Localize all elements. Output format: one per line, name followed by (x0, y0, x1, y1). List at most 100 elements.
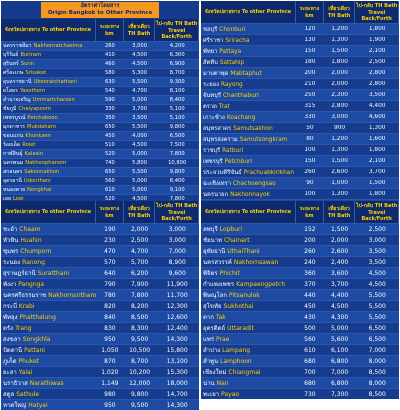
round-trip-fare: 6,500 (169, 133, 185, 139)
header-text: จังหวัดปลายทาง To other Province (4, 27, 92, 33)
table-row: สุราษฎร์ธานี Suratthani 640 6,200 9,600 (1, 267, 199, 278)
one-way-fare: 7,000 (330, 368, 349, 376)
distance: 100 (304, 147, 316, 153)
table-row: กำแพงเพชร Kampaengpetch 370 3,700 4,500 (201, 278, 399, 289)
table-row: อุดรธานี Udonthani 560 5,000 8,400 (1, 176, 199, 185)
round-trip-fare: 6,900 (169, 61, 185, 67)
province-cell: อำนาจเจริญ Ummartcharoen (1, 96, 96, 104)
round-trip-fare: 4,200 (169, 43, 185, 49)
province-cell: ชลบุรี Chonburi (201, 24, 296, 34)
distance: 630 (104, 79, 115, 85)
one-way-fare: 1,200 (331, 136, 348, 142)
header-text: เที่ยวเดียว (128, 206, 150, 212)
one-way-fare: 2,000 (330, 236, 349, 244)
header-cell: เที่ยวเดียว TH Bath (324, 201, 356, 223)
table-row: พัทยา Pattaya 150 1,500 2,100 (201, 45, 399, 56)
province-cell: ลำปาง Lampang (201, 345, 296, 355)
province-english: Chainart (224, 237, 250, 244)
header-text: Travel Back/Forth (161, 210, 192, 222)
province-thai: อุตรดิตถ์ (203, 325, 226, 332)
province-thai: เกาะช้าง (203, 115, 225, 121)
province-thai: พิษณุโลก (203, 292, 228, 299)
one-way-fare: 4,500 (132, 196, 148, 202)
province-thai: จันทบุรี (203, 93, 221, 99)
round-trip-fare: 8,500 (368, 390, 386, 398)
table-row: พัทลุง Phatthalung 840 8,500 12,600 (1, 311, 199, 322)
province-cell: สุราษฎร์ธานี Suratthani (1, 268, 96, 278)
one-way-fare: 4,700 (132, 88, 148, 94)
province-cell: ฉะเชิงเทรา Chachoengsao (201, 178, 296, 188)
province-english: Samutsakhon (233, 126, 273, 132)
province-cell: เพชรบูรณ์ Petchaboon (1, 114, 96, 122)
province-cell: ชัยภูมิ Chaiyapoom (1, 105, 96, 113)
round-trip-fare: 8,100 (169, 88, 185, 94)
province-cell: น่าน Nan (201, 378, 296, 388)
one-way-fare: 5,800 (132, 160, 148, 166)
distance: 740 (104, 160, 115, 166)
province-thai: ชะอำ (3, 226, 18, 233)
table-row: หาดใหญ่ Hatyai 950 9,500 14,300 (1, 399, 199, 410)
province-thai: เพชรบุรี (203, 159, 223, 165)
header-cell: เที่ยวเดียว TH Bath (124, 201, 156, 223)
distance: 1,020 (101, 368, 119, 376)
distance: 570 (104, 258, 116, 266)
table-row: นครราชสีมา Nakhonratchasima 260 3,000 4,200 (1, 41, 199, 50)
distance: 90 (306, 180, 314, 186)
province-thai: นครนายก (203, 192, 229, 198)
province-thai: มุกดาหาร (3, 124, 25, 130)
province-english: Sukhothai (223, 303, 254, 310)
province-cell: ยโสธร Yasothorn (1, 87, 96, 95)
header-text: จังหวัดปลายทาง To other Province (204, 209, 292, 215)
distance: 450 (304, 302, 316, 310)
province-thai: หัวหิน (3, 237, 19, 244)
province-thai: พัทยา (203, 49, 218, 55)
province-cell: เลย Loei (1, 195, 96, 203)
table-row: แพร่ Prae 560 5,600 6,500 (201, 333, 399, 344)
table-row: อุบลราชธานี Ubonratchathani 630 5,500 9,300 (1, 77, 199, 86)
distance: 450 (104, 133, 115, 139)
one-way-fare: 8,700 (130, 357, 149, 365)
province-thai: นครศรีธรรมราช (3, 292, 47, 299)
province-thai: ราชบุรี (203, 148, 221, 154)
one-way-fare: 3,000 (132, 43, 148, 49)
province-english: Nakhornsawan (233, 259, 279, 266)
distance: 100 (304, 191, 316, 197)
distance: 650 (104, 169, 115, 175)
province-thai: นครพนม (3, 160, 24, 166)
province-thai: เลย (3, 196, 11, 202)
distance: 190 (104, 225, 116, 233)
one-way-fare: 1,300 (331, 147, 348, 153)
province-english: Pattaya (219, 49, 242, 55)
header-cell: ระยะทาง km (296, 201, 324, 223)
header-row: จังหวัดปลายทาง To other Province ระยะทาง k… (201, 1, 399, 23)
round-trip-fare: 8,000 (368, 357, 386, 365)
one-way-fare: 2,300 (331, 92, 348, 98)
one-way-fare: 3,000 (331, 114, 348, 120)
province-cell: ระนอง Ranong (1, 257, 96, 267)
distance: 510 (104, 142, 115, 148)
distance: 1,050 (101, 346, 119, 354)
table-row: พิจิตร Phichit 360 3,600 4,500 (201, 267, 399, 278)
distance: 370 (304, 280, 316, 288)
province-cell: อุดรธานี Udonthani (1, 177, 96, 185)
province-cell: มุกดาหาร Mukdaharn (1, 123, 96, 131)
one-way-fare: 3,700 (330, 280, 349, 288)
province-thai: สงขลา (3, 336, 21, 343)
header-row: จังหวัดปลายทาง To other Province ระยะทาง k… (1, 201, 199, 223)
distance: 1,149 (101, 379, 119, 387)
province-english: Ummartcharoen (32, 97, 75, 103)
province-thai: สุโขทัย (203, 303, 222, 310)
province-thai: น่าน (203, 380, 215, 387)
round-trip-fare: 4,400 (368, 103, 386, 109)
distance: 430 (304, 313, 316, 321)
round-trip-fare: 14,300 (166, 401, 188, 409)
province-thai: ตราด (203, 104, 217, 110)
round-trip-fare: 3,000 (368, 236, 386, 244)
one-way-fare: 12,000 (129, 379, 151, 387)
distance: 240 (304, 258, 316, 266)
header-text: จังหวัดปลายทาง To other Province (4, 209, 92, 215)
distance: 50 (306, 125, 314, 131)
province-english: Roiet (22, 142, 36, 148)
province-cell: พังงา Pangnga (1, 279, 96, 289)
province-english: Samutsongkram (239, 137, 288, 143)
